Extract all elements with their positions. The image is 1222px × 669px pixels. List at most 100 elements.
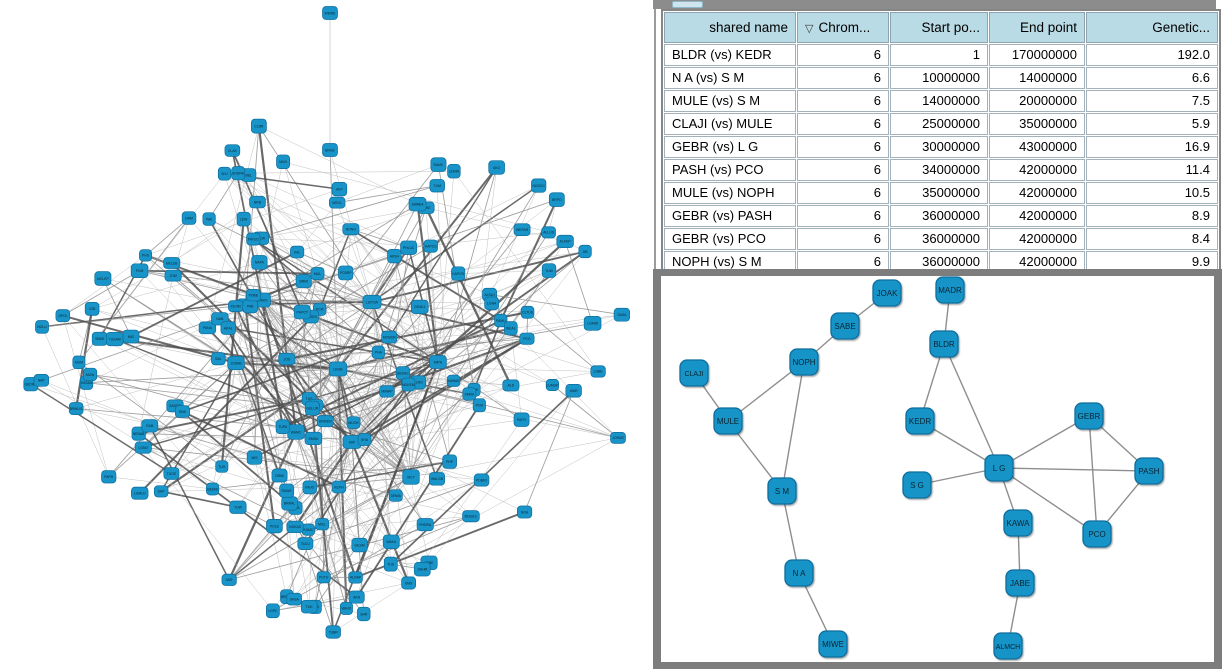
network-edge[interactable] (139, 270, 254, 296)
network-node[interactable]: LGMIB (583, 315, 602, 331)
network-edge[interactable] (410, 306, 421, 478)
network-node[interactable]: PCBRP (338, 265, 354, 281)
network-node[interactable]: LUMUP (545, 379, 559, 391)
network-node[interactable]: BEMIS (206, 482, 220, 496)
network-edge[interactable] (282, 161, 318, 274)
network-edge[interactable] (351, 246, 431, 443)
network-node-almch[interactable]: ALMCH (993, 632, 1023, 660)
network-node[interactable]: JIPOL (55, 309, 71, 323)
network-node[interactable]: KAMC (301, 523, 316, 536)
network-node[interactable]: MIS (246, 450, 263, 465)
table-cell[interactable]: 42000000 (989, 228, 1085, 250)
network-edge[interactable] (333, 582, 409, 633)
network-node[interactable]: PCM (130, 263, 149, 279)
table-cell[interactable]: 6 (797, 159, 889, 181)
network-node[interactable]: TUS (383, 556, 398, 572)
network-node[interactable]: PAK (202, 212, 216, 226)
network-edge[interactable] (252, 238, 305, 282)
network-edge[interactable] (351, 273, 459, 443)
table-row[interactable]: MULE (vs) NOPH 6 35000000 42000000 10.5 (664, 182, 1218, 204)
table-cell[interactable]: 34000000 (890, 159, 988, 181)
network-node[interactable]: BEKAC (395, 366, 411, 380)
network-node[interactable]: MIWAP (379, 385, 395, 398)
network-edge[interactable] (353, 338, 528, 423)
table-cell[interactable]: 14000000 (890, 90, 988, 112)
network-node[interactable]: LEMIN (447, 163, 461, 179)
network-node-noph[interactable]: NOPH (789, 348, 819, 376)
network-edge[interactable] (229, 515, 472, 581)
network-edge[interactable] (228, 526, 296, 581)
network-edge[interactable] (248, 174, 373, 303)
network-edge[interactable] (410, 251, 586, 478)
network-node[interactable]: LGPC (265, 603, 280, 619)
network-node[interactable]: PCM (472, 398, 486, 413)
network-edge[interactable] (253, 238, 379, 353)
network-node[interactable]: TUBR (325, 625, 341, 639)
network-edge[interactable] (102, 278, 132, 337)
network-node[interactable]: BRMUG (68, 402, 84, 416)
network-edge-LG-PCO[interactable] (998, 467, 1098, 535)
network-edge[interactable] (259, 262, 388, 392)
network-edge[interactable] (424, 207, 512, 386)
network-node[interactable]: ALKEP (556, 234, 574, 249)
network-node[interactable]: POLE (266, 519, 283, 534)
network-edge[interactable] (254, 419, 522, 458)
network-node-mule[interactable]: MULE (713, 407, 743, 435)
table-cell[interactable]: 6 (797, 113, 889, 135)
network-node[interactable]: AKG (488, 160, 505, 175)
network-edge[interactable] (363, 337, 528, 441)
network-node[interactable]: JISHM (413, 562, 431, 577)
network-edge-NOPH-SM[interactable] (781, 361, 805, 492)
network-edge[interactable] (364, 352, 379, 440)
network-edge[interactable] (417, 338, 528, 383)
network-node[interactable]: DRMI (271, 468, 288, 483)
network-node[interactable]: TUM (429, 179, 445, 193)
network-edge[interactable] (208, 218, 310, 400)
network-node[interactable]: TUSAW (106, 331, 124, 347)
network-node-bldr[interactable]: BLDR (929, 330, 959, 358)
network-node[interactable]: KAWAK (446, 374, 460, 387)
network-node[interactable]: PATUD (246, 232, 261, 246)
table-cell[interactable]: 42000000 (989, 182, 1085, 204)
network-edge[interactable] (355, 511, 525, 579)
network-edge[interactable] (139, 270, 263, 301)
table-row[interactable]: GEBR (vs) L G 6 30000000 43000000 16.9 (664, 136, 1218, 158)
network-edge[interactable] (430, 246, 439, 363)
network-edge[interactable] (261, 299, 295, 600)
network-node-joak[interactable]: JOAK (872, 279, 902, 307)
network-edge[interactable] (337, 185, 438, 204)
network-node[interactable]: WAR (565, 384, 582, 398)
table-row[interactable]: PASH (vs) PCO 6 34000000 42000000 11.4 (664, 159, 1218, 181)
network-node[interactable]: JOM (164, 269, 182, 282)
network-node[interactable]: JOB (84, 301, 100, 316)
network-edge[interactable] (62, 315, 213, 490)
network-edge[interactable] (286, 164, 439, 360)
table-cell[interactable]: 42000000 (989, 205, 1085, 227)
network-edge[interactable] (289, 503, 391, 565)
table-cell[interactable]: 42000000 (989, 159, 1085, 181)
network-edge[interactable] (363, 361, 439, 441)
network-edge[interactable] (145, 217, 190, 256)
network-edge[interactable] (336, 202, 373, 303)
table-cell[interactable]: 1 (890, 44, 988, 66)
table-cell[interactable]: 6 (797, 182, 889, 204)
network-edge[interactable] (235, 305, 439, 363)
network-edge[interactable] (172, 275, 365, 440)
network-edge[interactable] (295, 431, 482, 481)
network-edge[interactable] (394, 185, 539, 257)
network-edge[interactable] (296, 202, 338, 253)
network-edge-SM-NA[interactable] (781, 490, 800, 574)
network-edge-LG-GEBR[interactable] (998, 415, 1090, 469)
network-edge[interactable] (237, 431, 297, 508)
table-cell[interactable]: BLDR (vs) KEDR (664, 44, 796, 66)
network-node-sabe[interactable]: SABE (830, 312, 860, 340)
network-node[interactable]: MUW (82, 367, 98, 382)
network-node[interactable]: PCG (519, 332, 535, 345)
network-edge[interactable] (510, 328, 619, 439)
network-node[interactable]: MID (221, 573, 237, 586)
network-node[interactable]: PHLUC (400, 240, 418, 255)
network-node-claji[interactable]: CLAJI (679, 359, 709, 387)
network-edge[interactable] (350, 229, 439, 363)
network-edge[interactable] (286, 441, 353, 492)
network-node[interactable]: AKP (331, 181, 348, 197)
